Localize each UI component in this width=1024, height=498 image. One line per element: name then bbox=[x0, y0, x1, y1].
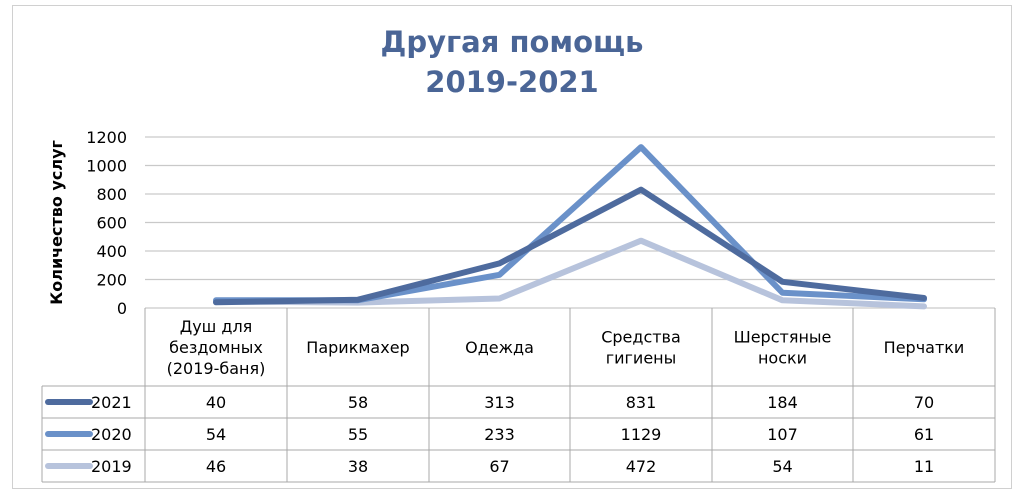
y-tick-label: 1200 bbox=[86, 128, 127, 147]
table-cell-value: 70 bbox=[914, 393, 934, 412]
table-cell-value: 54 bbox=[772, 457, 792, 476]
table-cell-value: 1129 bbox=[621, 425, 662, 444]
category-label: Шерстяные bbox=[734, 328, 832, 347]
category-label: Средства bbox=[601, 328, 681, 347]
legend-label: 2021 bbox=[91, 393, 132, 412]
chart-frame bbox=[12, 5, 1012, 489]
table-cell-value: 54 bbox=[206, 425, 226, 444]
title-line-2: 2019-2021 bbox=[425, 65, 599, 99]
y-tick-label: 200 bbox=[96, 271, 127, 290]
y-tick-label: 0 bbox=[117, 299, 127, 318]
chart-title: Другая помощь 2019-2021 bbox=[0, 22, 1024, 102]
y-tick-label: 800 bbox=[96, 185, 127, 204]
category-label: Перчатки bbox=[884, 338, 965, 357]
table-cell-value: 58 bbox=[348, 393, 368, 412]
legend-label: 2020 bbox=[91, 425, 132, 444]
table-cell-value: 55 bbox=[348, 425, 368, 444]
table-cell-value: 831 bbox=[626, 393, 657, 412]
table-cell-value: 11 bbox=[914, 457, 934, 476]
table-cell-value: 233 bbox=[484, 425, 515, 444]
legend-label: 2019 bbox=[91, 457, 132, 476]
category-label: Одежда bbox=[465, 338, 534, 357]
table-cell-value: 38 bbox=[348, 457, 368, 476]
category-label: бездомных bbox=[169, 338, 263, 357]
category-label: носки bbox=[758, 349, 807, 368]
category-label: Парикмахер bbox=[306, 338, 409, 357]
table-cell-value: 107 bbox=[767, 425, 798, 444]
y-tick-label: 1000 bbox=[86, 157, 127, 176]
table-cell-value: 67 bbox=[489, 457, 509, 476]
y-axis-label: Количество услуг bbox=[47, 140, 66, 305]
category-label: гигиены bbox=[606, 349, 677, 368]
table-cell-value: 313 bbox=[484, 393, 515, 412]
table-cell-value: 40 bbox=[206, 393, 226, 412]
y-tick-label: 400 bbox=[96, 242, 127, 261]
table-cell-value: 46 bbox=[206, 457, 226, 476]
table-cell-value: 61 bbox=[914, 425, 934, 444]
category-label: (2019-баня) bbox=[167, 359, 266, 378]
y-tick-label: 600 bbox=[96, 214, 127, 233]
title-line-1: Другая помощь bbox=[380, 25, 644, 59]
series-line-2021 bbox=[213, 186, 927, 306]
category-label: Душ для bbox=[180, 317, 253, 336]
table-cell-value: 472 bbox=[626, 457, 657, 476]
table-cell-value: 184 bbox=[767, 393, 798, 412]
